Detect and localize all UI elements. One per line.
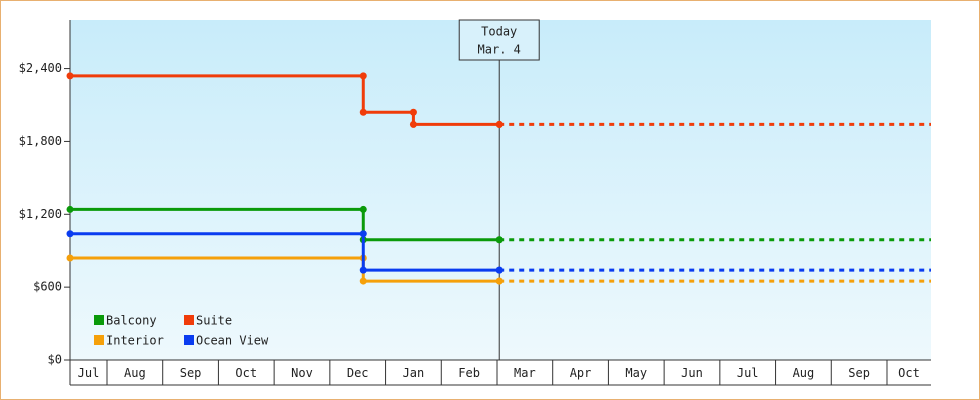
x-tick-label: Sep: [180, 366, 202, 380]
y-tick-label: $600: [33, 280, 62, 294]
x-tick-label: Jan: [403, 366, 425, 380]
x-tick-label: Aug: [124, 366, 146, 380]
legend-label: Balcony: [106, 314, 157, 328]
y-tick-label: $1,800: [19, 134, 62, 148]
x-tick-label: Jun: [681, 366, 703, 380]
x-tick-label: Jul: [78, 366, 100, 380]
today-label: Mar. 4: [478, 43, 521, 57]
point: [359, 108, 367, 116]
legend-swatch: [94, 335, 104, 345]
y-tick-label: $2,400: [19, 61, 62, 75]
legend-swatch: [184, 315, 194, 325]
x-tick-label: Nov: [291, 366, 313, 380]
point: [359, 230, 367, 238]
x-tick-label: Dec: [347, 366, 369, 380]
point: [409, 108, 417, 116]
legend-label: Suite: [196, 314, 232, 328]
y-tick-label: $1,200: [19, 207, 62, 221]
x-tick-label: Feb: [458, 366, 480, 380]
point: [66, 72, 74, 80]
point: [66, 230, 74, 238]
point: [66, 254, 74, 262]
point: [359, 72, 367, 80]
point: [359, 205, 367, 213]
point: [359, 277, 367, 285]
x-tick-label: Sep: [848, 366, 870, 380]
point: [495, 120, 503, 128]
point: [495, 266, 503, 274]
point: [495, 236, 503, 244]
plot-area: [70, 20, 931, 360]
x-tick-label: Oct: [235, 366, 257, 380]
legend-label: Interior: [106, 334, 164, 348]
today-box: [458, 19, 540, 61]
x-tick-label: Aug: [793, 366, 815, 380]
y-tick-label: $0: [48, 353, 62, 367]
x-axis-band: [70, 360, 931, 385]
point: [495, 277, 503, 285]
point: [66, 205, 74, 213]
x-tick-label: Oct: [898, 366, 920, 380]
x-tick-label: Jul: [737, 366, 759, 380]
x-tick-label: Mar: [514, 366, 536, 380]
x-tick-label: Apr: [570, 366, 592, 380]
legend-swatch: [94, 315, 104, 325]
series: [66, 72, 931, 128]
legend-label: Ocean View: [196, 334, 269, 348]
point: [409, 120, 417, 128]
series: [66, 230, 931, 274]
today-title: Today: [481, 25, 517, 39]
x-tick-label: May: [625, 366, 647, 380]
point: [359, 266, 367, 274]
legend-swatch: [184, 335, 194, 345]
series: [66, 205, 931, 244]
